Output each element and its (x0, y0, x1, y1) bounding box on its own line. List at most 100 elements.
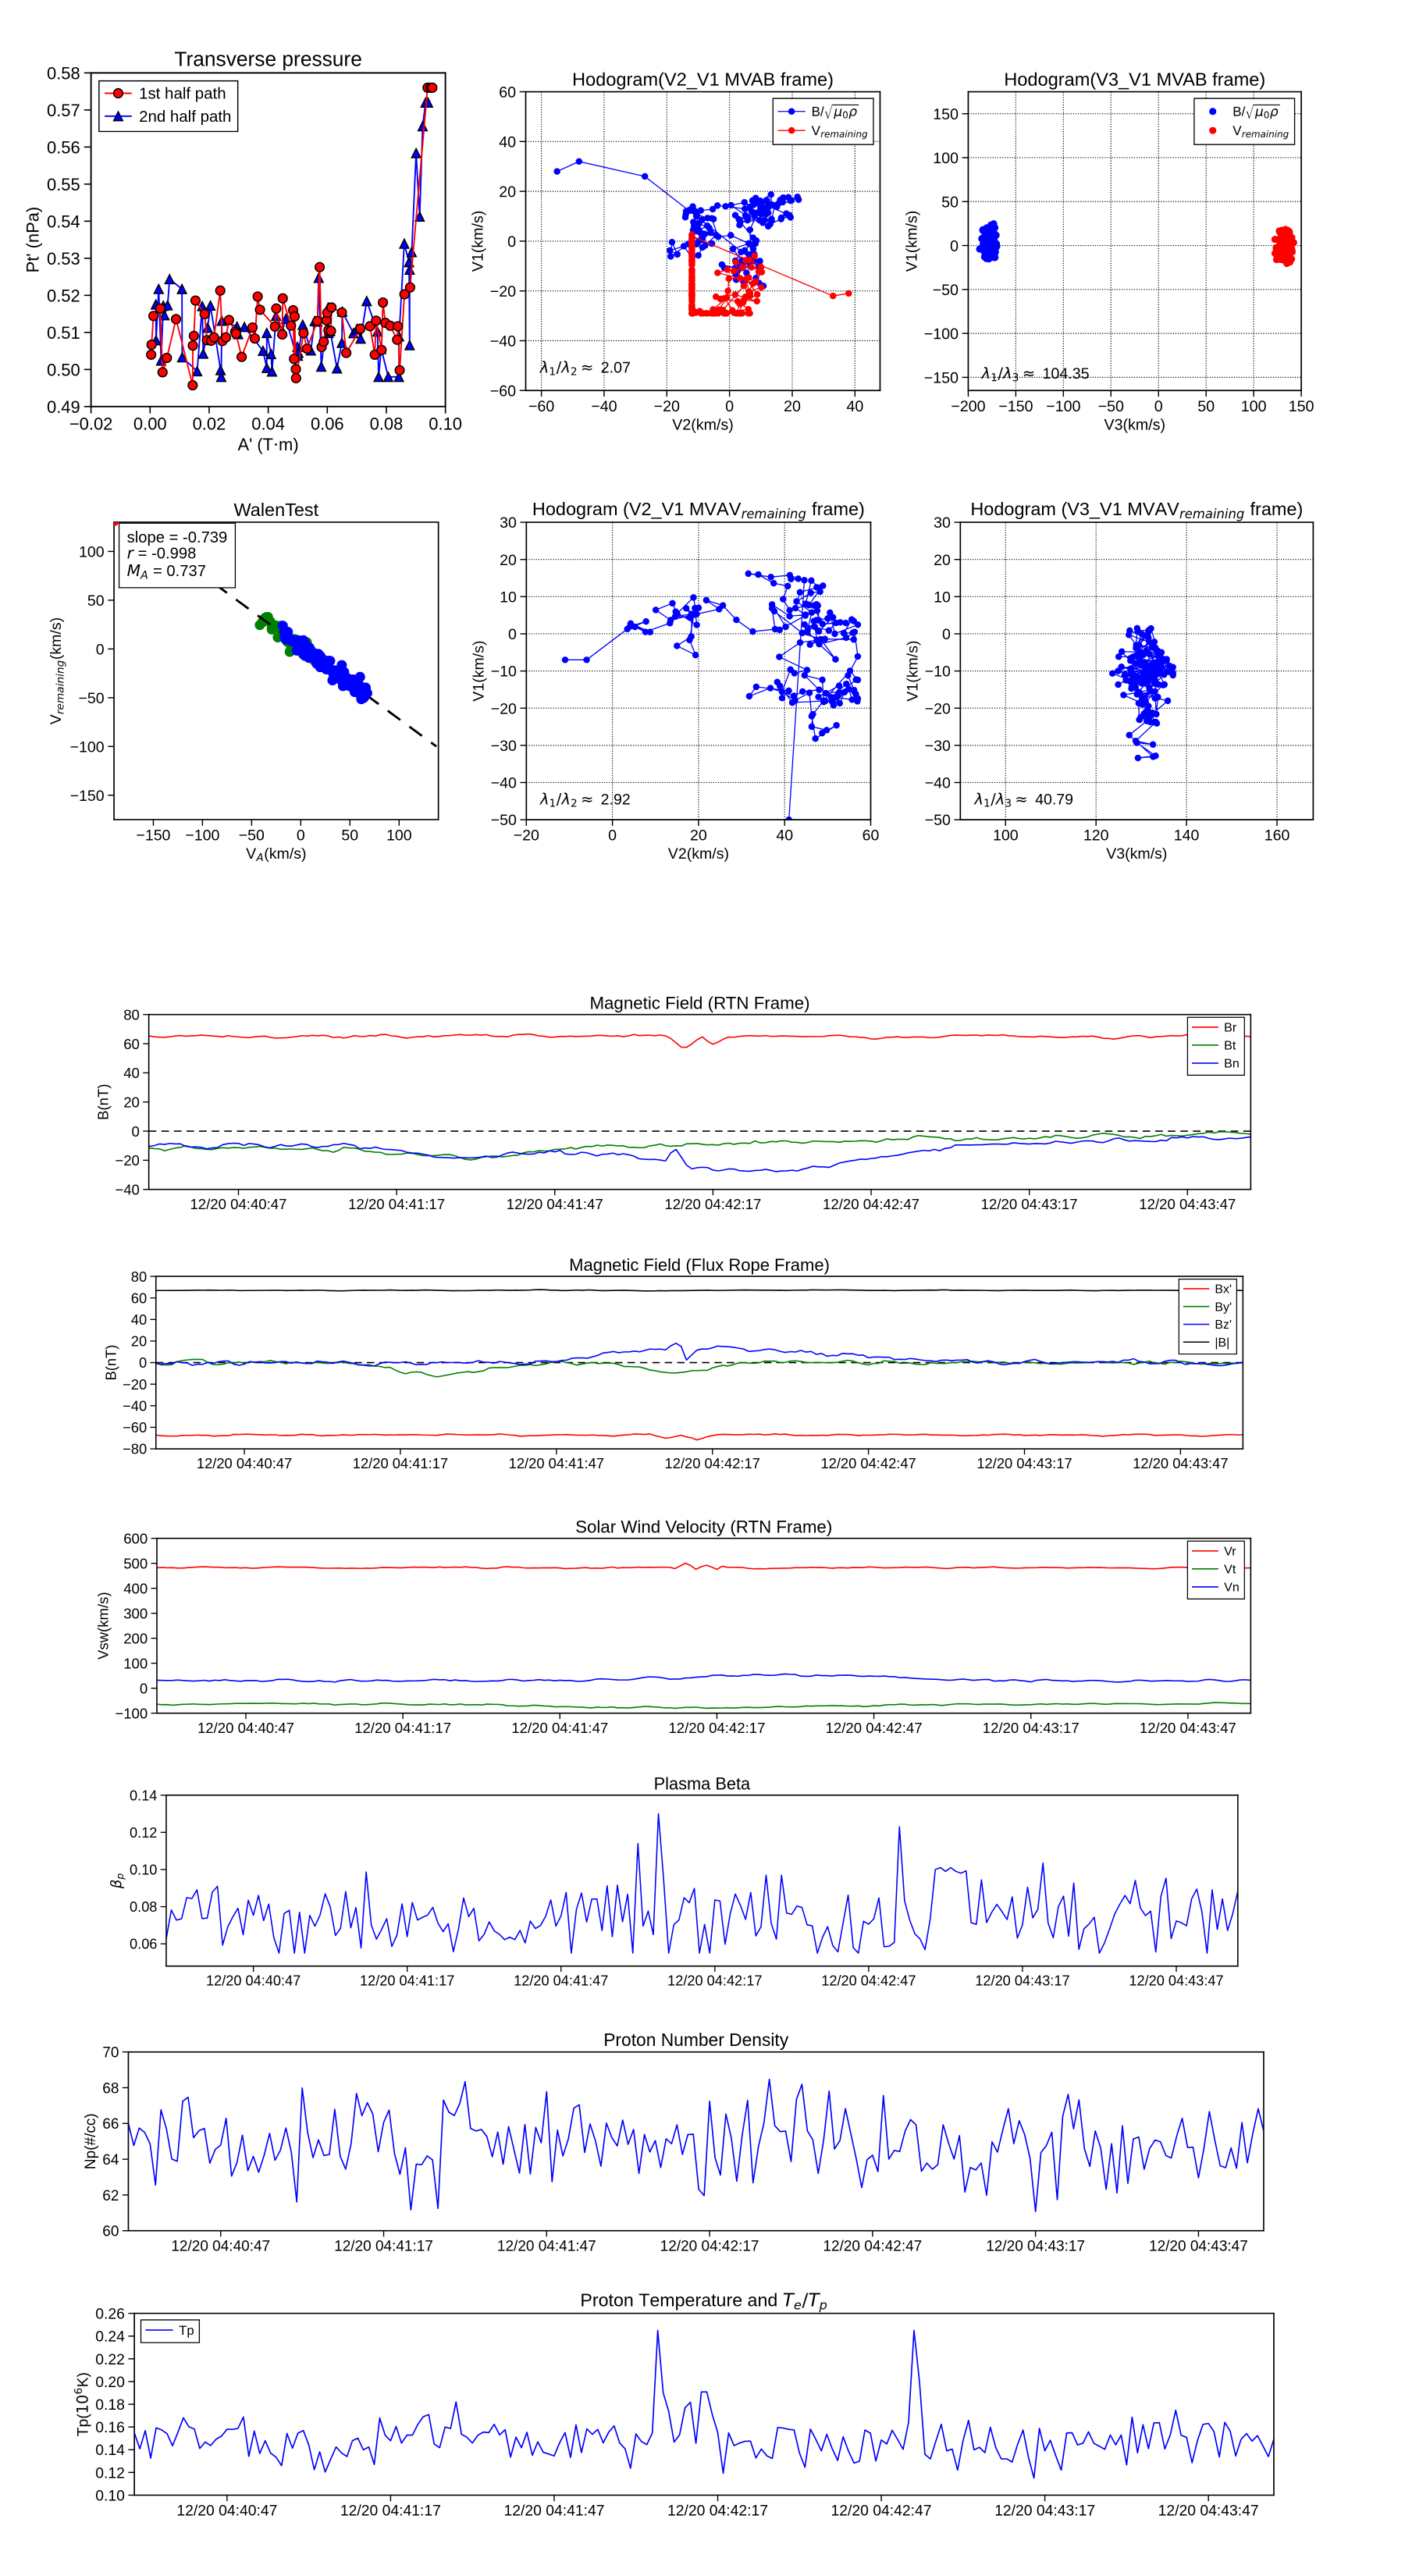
svg-text:0.52: 0.52 (47, 286, 80, 306)
svg-text:0: 0 (608, 827, 617, 845)
svg-text:0.08: 0.08 (130, 1899, 157, 1915)
svg-text:12/20 04:41:47: 12/20 04:41:47 (503, 2502, 604, 2519)
svg-text:β p: β p (108, 1873, 126, 1890)
svg-text:V ( k m: V ( k m / s ) r e m a i n i n g (48, 613, 68, 724)
svg-text:−0.02: −0.02 (69, 415, 113, 434)
svg-text:12/20 04:41:17: 12/20 04:41:17 (334, 2239, 433, 2255)
svg-text:0.50: 0.50 (47, 361, 80, 380)
svg-text:300: 300 (123, 1606, 148, 1622)
svg-text:M A =: M A = 0 . 7 3 7 (127, 561, 206, 582)
svg-text:0.06: 0.06 (311, 415, 344, 434)
svg-text:12/20 04:43:17: 12/20 04:43:17 (994, 2502, 1095, 2519)
svg-text:100: 100 (123, 1656, 148, 1672)
svg-text:60: 60 (131, 1290, 147, 1306)
svg-text:|B|: |B| (1215, 1336, 1229, 1350)
svg-text:0.14: 0.14 (130, 1788, 157, 1804)
svg-text:12/20 04:41:47: 12/20 04:41:47 (507, 1196, 603, 1212)
svg-text:12/20 04:43:47: 12/20 04:43:47 (1139, 1196, 1236, 1212)
svg-text:12/20 04:41:47: 12/20 04:41:47 (511, 1720, 608, 1736)
svg-text:V1(km/s): V1(km/s) (904, 640, 921, 701)
svg-text:0: 0 (297, 827, 305, 845)
svg-text:12/20 04:41:17: 12/20 04:41:17 (353, 1455, 448, 1471)
svg-text:−60: −60 (123, 1419, 147, 1436)
svg-text:68: 68 (102, 2081, 119, 2097)
svg-text:r =: r = - 0 . 9 9 8 (127, 544, 197, 563)
svg-text:λ λ 1 3: λ λ 1 3 / ≈ 4 0 . 7 9 (973, 790, 1073, 810)
svg-text:Magnetic Field (RTN Frame): Magnetic Field (RTN Frame) (589, 994, 809, 1013)
svg-text:0.51: 0.51 (47, 323, 80, 343)
svg-text:−10: −10 (490, 664, 516, 681)
svg-text:0.22: 0.22 (95, 2350, 125, 2368)
svg-text:2nd half path: 2nd half path (139, 108, 231, 126)
svg-text:12/20 04:43:47: 12/20 04:43:47 (1129, 1973, 1223, 1989)
svg-text:80: 80 (123, 1007, 140, 1023)
svg-text:62: 62 (102, 2188, 119, 2204)
svg-text:−100: −100 (115, 1706, 148, 1722)
svg-text:Vt: Vt (1224, 1563, 1236, 1577)
svg-text:Br: Br (1224, 1021, 1237, 1035)
svg-text:0.10: 0.10 (95, 2487, 125, 2504)
svg-text:12/20 04:40:47: 12/20 04:40:47 (190, 1196, 286, 1212)
svg-text:0.26: 0.26 (95, 2305, 125, 2322)
svg-text:V ( k m: V ( k m / s ) A (247, 845, 311, 864)
svg-text:−40: −40 (490, 775, 516, 792)
svg-text:V2(km/s): V2(km/s) (667, 845, 728, 863)
svg-text:0.54: 0.54 (47, 212, 80, 232)
svg-text:140: 140 (1173, 827, 1199, 845)
svg-text:0.06: 0.06 (130, 1937, 157, 1952)
svg-text:Bt: Bt (1224, 1039, 1236, 1053)
svg-text:V3(km/s): V3(km/s) (1106, 845, 1167, 863)
svg-text:0.49: 0.49 (47, 397, 80, 417)
svg-text:−40: −40 (123, 1397, 147, 1414)
svg-text:12/20 04:43:17: 12/20 04:43:17 (986, 2239, 1085, 2255)
svg-text:12/20 04:41:47: 12/20 04:41:47 (497, 2239, 596, 2255)
svg-text:0: 0 (139, 1354, 147, 1371)
svg-text:−20: −20 (115, 1152, 140, 1169)
svg-text:20: 20 (934, 552, 951, 569)
svg-text:0: 0 (140, 1681, 148, 1697)
svg-text:12/20 04:43:17: 12/20 04:43:17 (975, 1973, 1069, 1989)
svg-text:100: 100 (386, 827, 412, 845)
svg-text:160: 160 (1264, 827, 1289, 845)
svg-text:12/20 04:40:47: 12/20 04:40:47 (197, 1720, 294, 1736)
svg-text:64: 64 (102, 2152, 119, 2169)
svg-text:Tp: Tp (179, 2322, 194, 2337)
svg-text:12/20 04:42:17: 12/20 04:42:17 (667, 2502, 768, 2519)
svg-text:H o d o: H o d o g r a m ( V 3 _ V 1 M V A V f r … (970, 499, 1307, 522)
svg-text:−50: −50 (79, 690, 105, 707)
svg-text:−50: −50 (239, 827, 265, 845)
svg-text:20: 20 (131, 1333, 147, 1350)
svg-text:12/20 04:43:47: 12/20 04:43:47 (1149, 2239, 1248, 2255)
svg-text:λ λ 1 2: λ λ 1 2 / ≈ 2 . 9 2 (539, 790, 630, 810)
svg-text:B(nT): B(nT) (94, 1084, 111, 1120)
svg-text:−40: −40 (115, 1182, 140, 1198)
svg-text:12/20 04:42:17: 12/20 04:42:17 (667, 1973, 762, 1989)
svg-text:12/20 04:43:17: 12/20 04:43:17 (976, 1455, 1072, 1471)
svg-text:12/20 04:42:17: 12/20 04:42:17 (664, 1196, 761, 1212)
svg-text:0.12: 0.12 (130, 1825, 157, 1841)
svg-text:40: 40 (776, 827, 793, 845)
svg-text:12/20 04:41:17: 12/20 04:41:17 (348, 1196, 445, 1212)
svg-text:12/20 04:42:17: 12/20 04:42:17 (664, 1455, 759, 1471)
svg-text:−100: −100 (186, 827, 220, 845)
svg-text:Bz': Bz' (1215, 1318, 1232, 1332)
svg-text:Solar Wind Velocity (RTN Frame: Solar Wind Velocity (RTN Frame) (575, 1517, 832, 1537)
svg-text:−20: −20 (924, 700, 950, 717)
svg-text:−50: −50 (924, 812, 950, 829)
svg-text:100: 100 (79, 544, 105, 561)
svg-text:0.02: 0.02 (193, 415, 226, 434)
svg-text:Bx': Bx' (1215, 1283, 1232, 1296)
svg-text:70: 70 (102, 2045, 119, 2062)
svg-text:0.56: 0.56 (47, 138, 80, 158)
svg-text:−20: −20 (490, 700, 516, 717)
svg-text:12/20 04:40:47: 12/20 04:40:47 (171, 2239, 270, 2255)
svg-text:12/20 04:42:47: 12/20 04:42:47 (820, 1455, 916, 1471)
svg-text:0.04: 0.04 (252, 415, 286, 434)
svg-text:0: 0 (96, 641, 105, 658)
svg-text:50: 50 (87, 592, 105, 610)
svg-text:600: 600 (123, 1531, 148, 1547)
svg-text:12/20 04:40:47: 12/20 04:40:47 (206, 1973, 301, 1989)
svg-text:Proton Number Density: Proton Number Density (603, 2030, 789, 2050)
svg-text:−150: −150 (137, 827, 171, 845)
svg-text:WalenTest: WalenTest (234, 500, 319, 520)
